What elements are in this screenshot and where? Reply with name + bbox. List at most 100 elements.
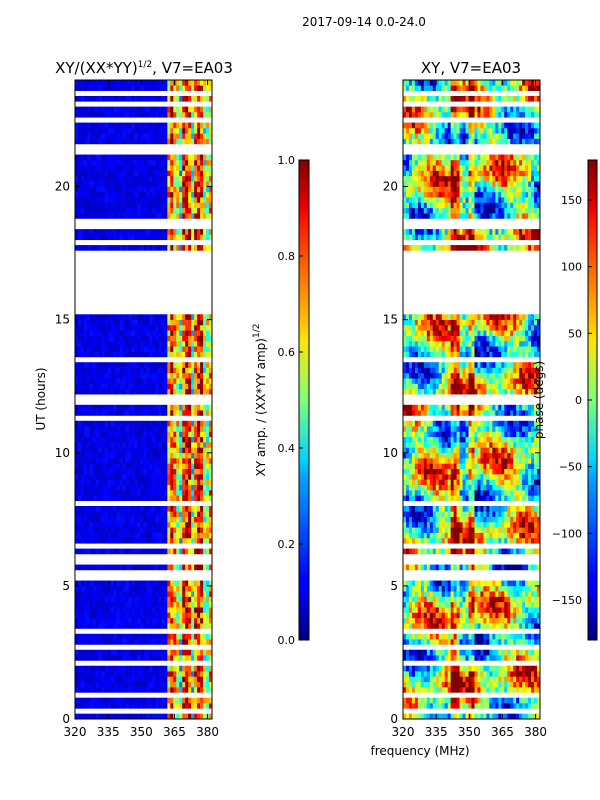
heatmap-cell xyxy=(173,458,177,464)
heatmap-cell xyxy=(119,601,123,608)
heatmap-cell xyxy=(119,202,123,209)
heatmap-cell xyxy=(125,623,129,629)
heatmap-cell xyxy=(155,591,159,597)
heatmap-cell xyxy=(420,713,425,720)
heatmap-cell xyxy=(495,697,499,704)
heatmap-cell xyxy=(176,623,180,629)
heatmap-cell xyxy=(140,404,144,411)
heatmap-cell xyxy=(161,404,165,411)
heatmap-cell xyxy=(92,548,97,555)
heatmap-cell xyxy=(146,351,150,358)
heatmap-cell xyxy=(161,388,165,395)
heatmap-cell xyxy=(101,404,106,411)
heatmap-cell xyxy=(414,687,419,693)
heatmap-cell xyxy=(122,372,126,379)
heatmap-cell xyxy=(167,154,171,161)
heatmap-cell xyxy=(200,671,204,677)
heatmap-cell xyxy=(486,687,490,693)
heatmap-cell xyxy=(149,452,153,459)
heatmap-cell xyxy=(110,133,115,139)
heatmap-cell xyxy=(92,713,97,720)
heatmap-cell xyxy=(158,580,162,587)
heatmap-cell xyxy=(110,207,115,214)
heatmap-cell xyxy=(408,665,413,672)
heatmap-cell xyxy=(92,95,97,102)
heatmap-cell xyxy=(206,671,210,677)
heatmap-cell xyxy=(209,367,213,374)
heatmap-cell xyxy=(167,181,171,187)
heatmap-cell xyxy=(137,410,141,416)
heatmap-cell xyxy=(173,442,177,448)
heatmap-cell xyxy=(167,687,171,693)
heatmap-cell xyxy=(83,601,88,608)
heatmap-cell xyxy=(75,511,79,517)
heatmap-cell xyxy=(125,484,129,491)
heatmap-cell xyxy=(185,506,189,512)
heatmap-cell xyxy=(113,479,117,486)
heatmap-cell xyxy=(170,122,174,129)
heatmap-cell xyxy=(146,95,150,102)
heatmap-cell xyxy=(182,330,186,336)
heatmap-cell xyxy=(167,580,171,587)
heatmap-cell xyxy=(119,490,123,496)
heatmap-row xyxy=(75,474,213,480)
heatmap-cell xyxy=(161,607,165,613)
heatmap-cell xyxy=(179,314,183,320)
heatmap-cell xyxy=(164,474,168,480)
heatmap-cell xyxy=(110,154,115,161)
heatmap-cell xyxy=(525,596,529,603)
heatmap-cell xyxy=(534,623,538,629)
heatmap-cell xyxy=(522,655,526,661)
heatmap-cell xyxy=(519,607,523,613)
heatmap-cell xyxy=(143,527,147,533)
heatmap-cell xyxy=(480,585,484,592)
heatmap-cell xyxy=(122,687,126,693)
heatmap-cell xyxy=(206,649,210,656)
heatmap-cell xyxy=(86,452,91,459)
heatmap-cell xyxy=(113,655,117,661)
heatmap-cell xyxy=(188,154,192,161)
heatmap-cell xyxy=(155,639,159,645)
heatmap-cell xyxy=(95,506,100,512)
heatmap-cell xyxy=(432,585,437,592)
heatmap-cell xyxy=(495,665,499,672)
heatmap-cell xyxy=(185,154,189,161)
heatmap-row xyxy=(75,138,213,145)
heatmap-cell xyxy=(95,191,100,198)
heatmap-cell xyxy=(411,639,416,645)
heatmap-cell xyxy=(122,420,126,427)
heatmap-cell xyxy=(188,527,192,533)
heatmap-cell xyxy=(86,601,91,608)
heatmap-cell xyxy=(167,537,171,544)
heatmap-cell xyxy=(164,452,168,459)
heatmap-cell xyxy=(116,314,120,320)
heatmap-cell xyxy=(155,484,159,491)
heatmap-cell xyxy=(435,687,440,693)
heatmap-cell xyxy=(522,703,526,709)
heatmap-cell xyxy=(453,601,457,608)
heatmap-cell xyxy=(143,601,147,608)
heatmap-cell xyxy=(107,548,112,555)
heatmap-cell xyxy=(95,314,100,320)
heatmap-cell xyxy=(510,596,514,603)
heatmap-cell xyxy=(507,655,511,661)
heatmap-cell xyxy=(92,229,97,235)
heatmap-cell xyxy=(501,676,505,683)
heatmap-cell xyxy=(89,372,94,379)
heatmap-cell xyxy=(152,585,156,592)
heatmap-cell xyxy=(125,138,129,145)
heatmap-cell xyxy=(116,154,120,161)
heatmap-cell xyxy=(182,122,186,129)
heatmap-cell xyxy=(131,521,135,528)
heatmap-cell xyxy=(89,431,94,438)
heatmap-cell xyxy=(86,138,91,145)
heatmap-cell xyxy=(89,170,94,177)
heatmap-cell xyxy=(119,133,123,139)
heatmap-cell xyxy=(155,191,159,198)
heatmap-cell xyxy=(80,676,85,683)
heatmap-cell xyxy=(128,378,132,384)
heatmap-cell xyxy=(80,458,85,464)
heatmap-cell xyxy=(86,154,91,161)
heatmap-cell xyxy=(77,633,82,640)
heatmap-cell xyxy=(206,207,210,214)
